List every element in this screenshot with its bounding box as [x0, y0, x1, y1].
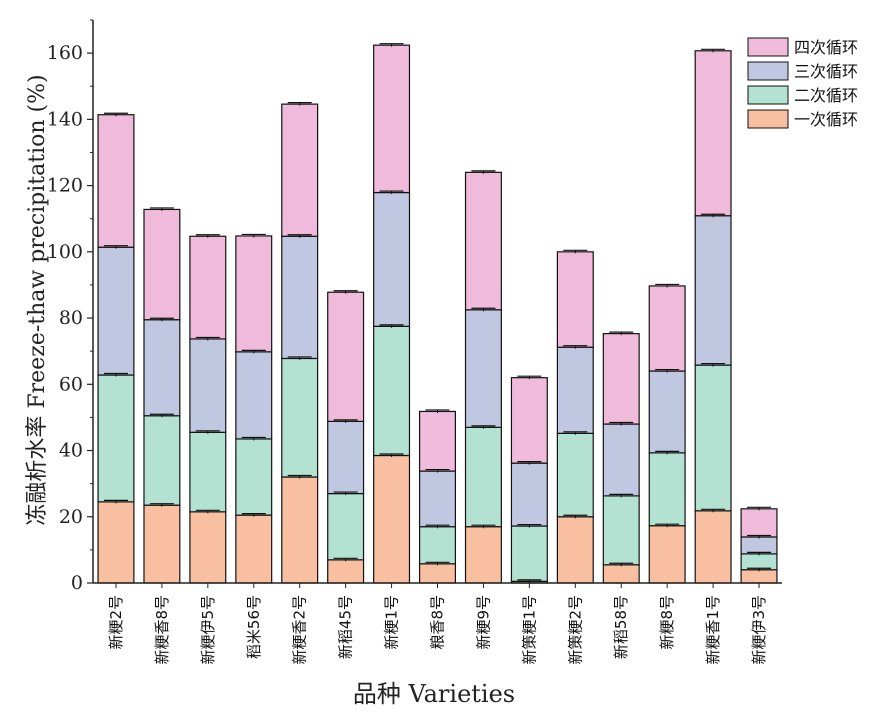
y-ticks: 0 20 40 60 80 100 120 140 160: [47, 19, 93, 594]
x-category-label: 新粳香2号: [291, 595, 309, 665]
bar-segment: [235, 514, 273, 584]
bar-segment: [464, 171, 502, 311]
legend-label: 二次循环: [794, 86, 858, 105]
y-tick-label: 100: [47, 241, 83, 263]
bar-segment: [235, 351, 273, 440]
bar-segment: [556, 432, 594, 518]
x-axis-title: 品种 Varieties: [353, 680, 515, 708]
bar-segment: [281, 357, 319, 478]
bar-segment: [373, 325, 411, 457]
bar-segment: [281, 103, 319, 237]
bar-segment: [740, 553, 778, 571]
bar-segment: [694, 215, 732, 366]
legend-label: 三次循环: [794, 62, 858, 81]
bar-segment: [740, 569, 778, 584]
bar-segment: [556, 516, 594, 584]
y-tick-label: 80: [59, 307, 83, 329]
bar-segment: [235, 438, 273, 516]
legend-swatch: [747, 37, 789, 57]
bar-segment: [143, 415, 181, 506]
x-category-label: 新稻58号: [612, 595, 630, 659]
bar-segment: [189, 511, 227, 584]
x-category-label: 新粳8号: [658, 595, 676, 650]
bar-segment: [143, 208, 181, 321]
x-category-label: 新粳9号: [474, 595, 492, 650]
x-category-label: 新粳香1号: [704, 595, 722, 665]
bar-segment: [189, 338, 227, 433]
x-category-label: 新粳伊3号: [750, 595, 768, 665]
bar-segment: [373, 44, 411, 194]
bar-segment: [602, 423, 640, 497]
y-tick-label: 0: [71, 572, 83, 594]
bar-segment: [510, 462, 548, 527]
bar-segment: [418, 470, 457, 528]
y-tick-label: 140: [47, 108, 83, 130]
bar-segment: [327, 492, 365, 561]
bar-segment: [510, 525, 548, 582]
bar-segment: [556, 346, 594, 434]
bar-segment: [189, 431, 227, 513]
bar-segment: [143, 319, 181, 417]
x-category-label: 粮香8号: [429, 595, 447, 650]
legend-label: 一次循环: [794, 110, 858, 129]
legend-swatch: [747, 85, 789, 105]
x-category-label: 新粳伊5号: [199, 595, 217, 665]
y-tick-label: 120: [47, 175, 83, 197]
bar-segment: [235, 235, 273, 353]
error-bar-group: [103, 43, 772, 583]
x-category-label: 新策粳1号: [520, 595, 538, 665]
bar-segment: [97, 501, 135, 584]
bar-segment: [418, 526, 457, 565]
bar-segment: [602, 564, 640, 584]
bar-segment: [602, 495, 640, 566]
bar-segment: [373, 191, 411, 327]
bar-segment: [97, 114, 135, 248]
y-tick-label: 40: [59, 440, 83, 462]
bar-segment: [694, 364, 732, 512]
bar-segment: [327, 291, 365, 422]
bar-segment: [648, 370, 686, 454]
bar-segment: [694, 510, 732, 584]
x-category-label: 新粳1号: [383, 595, 401, 650]
x-category-label: 新粳香8号: [153, 595, 171, 665]
bar-segment: [418, 410, 457, 472]
bar-segment: [740, 508, 778, 538]
bar-segment: [189, 235, 227, 340]
bar-segment: [464, 426, 502, 528]
bar-segment: [464, 309, 502, 428]
y-tick-label: 160: [47, 42, 83, 64]
bar-segment: [373, 454, 411, 584]
legend-swatch: [747, 109, 789, 129]
bar-segment: [281, 476, 319, 584]
bar-segment: [418, 563, 457, 584]
bar-segment: [327, 559, 365, 584]
y-tick-label: 60: [59, 373, 83, 395]
bar-segment: [464, 526, 502, 584]
x-category-labels: 新粳2号 新粳香8号 新粳伊5号 稻米56号 新粳香2号 新稻45号 新粳1号 粮香8号 新粳9…: [107, 583, 768, 665]
y-axis-title: 冻融析水率 Freeze-thaw precipitation (%): [25, 74, 50, 525]
legend-swatch: [747, 61, 789, 81]
x-category-label: 新粳2号: [107, 595, 125, 650]
x-category-label: 新策粳2号: [566, 595, 584, 665]
bar-segment: [602, 333, 640, 425]
bar-segment: [740, 536, 778, 555]
x-category-label: 新稻45号: [337, 595, 355, 659]
bar-segment: [97, 246, 135, 376]
legend-label: 四次循环: [794, 38, 858, 57]
bar-group: [97, 44, 778, 584]
x-category-label: 稻米56号: [245, 595, 263, 659]
bar-segment: [510, 377, 548, 464]
bar-segment: [97, 374, 135, 503]
bar-segment: [556, 251, 594, 348]
bar-segment: [143, 504, 181, 584]
bar-segment: [648, 285, 686, 372]
bar-segment: [694, 50, 732, 217]
bar-segment: [648, 452, 686, 527]
y-tick-label: 20: [59, 506, 83, 528]
bar-segment: [281, 235, 319, 360]
bar-segment: [648, 525, 686, 584]
bar-segment: [327, 420, 365, 495]
